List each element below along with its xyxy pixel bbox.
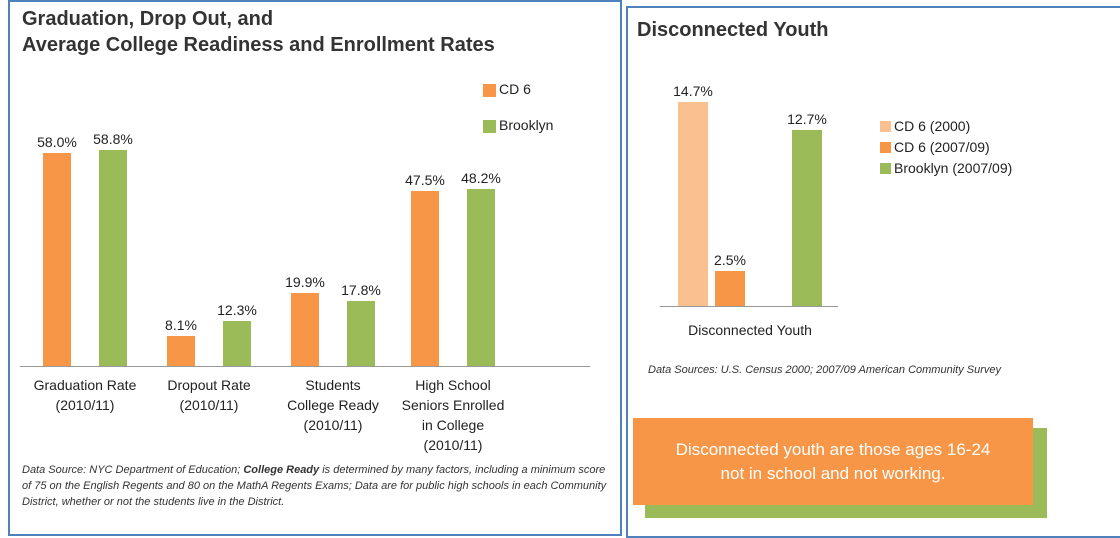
legend-label: CD 6 (2007/09) — [894, 139, 990, 155]
legend-swatch — [880, 163, 891, 174]
x-tick-label: Dropout Rate (2010/11) — [167, 377, 251, 413]
footnote: Data Sources: U.S. Census 2000; 2007/09 … — [648, 364, 1001, 376]
legend-label: CD 6 (2000) — [894, 118, 971, 134]
bar — [291, 292, 319, 366]
value-label: 12.3% — [217, 301, 257, 318]
baseline — [660, 306, 838, 307]
bar — [678, 102, 708, 306]
value-label: 12.7% — [787, 110, 827, 127]
x-tick-label: Students College Ready (2010/11) — [287, 377, 379, 433]
bar — [223, 320, 251, 366]
legend-swatch — [880, 121, 891, 132]
value-label: 8.1% — [165, 317, 197, 334]
bar — [411, 191, 439, 366]
chart-title: Disconnected Youth — [637, 19, 829, 41]
x-tick-label: Graduation Rate (2010/11) — [33, 377, 137, 413]
chart-title: Graduation, Drop Out, and Average Colleg… — [22, 8, 495, 56]
legend-label: CD 6 — [499, 81, 531, 97]
x-tick-label: High School Seniors Enrolled in College … — [401, 377, 505, 453]
value-label: 47.5% — [405, 172, 445, 189]
value-label: 17.8% — [341, 281, 381, 298]
note-text: Data Source: NYC Department of Education… — [22, 464, 244, 476]
legend-swatch — [880, 142, 891, 153]
note-text: is determined by many factors, including… — [22, 464, 607, 508]
bar — [792, 129, 822, 306]
bar — [43, 152, 71, 366]
note-emphasis: College Ready — [243, 464, 320, 476]
footnote: Data Source: NYC Department of Education… — [22, 462, 612, 510]
value-label: 48.2% — [461, 169, 501, 186]
value-label: 19.9% — [285, 273, 325, 290]
bar — [715, 271, 745, 306]
value-label: 2.5% — [714, 252, 746, 269]
bar — [167, 336, 195, 366]
baseline — [20, 366, 590, 367]
legend-swatch — [483, 120, 496, 133]
legend-label: Brooklyn — [499, 117, 554, 133]
bar — [99, 149, 127, 366]
bar — [347, 300, 375, 366]
value-label: 14.7% — [673, 83, 713, 100]
legend-label: Brooklyn (2007/09) — [894, 160, 1013, 176]
value-label: 58.8% — [93, 130, 133, 147]
x-tick-label: Disconnected Youth — [688, 322, 812, 338]
value-label: 58.0% — [37, 133, 77, 150]
legend-swatch — [483, 84, 496, 97]
bar — [467, 188, 495, 366]
callout: Disconnected youth are those ages 16-24 … — [633, 418, 1033, 505]
